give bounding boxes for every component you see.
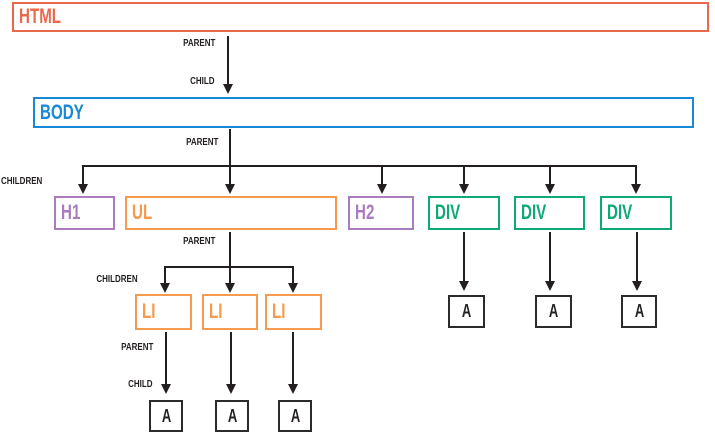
node-ul: UL [125, 196, 337, 230]
edge-label-child: CHILD [128, 379, 153, 390]
node-li-label: LI [142, 300, 156, 323]
node-a-li2: A [215, 400, 249, 432]
connector-drop-h1 [82, 165, 84, 185]
arrowhead-down-icon [78, 184, 88, 194]
node-ul-label: UL [132, 201, 153, 224]
edge-label-parent: PARENT [185, 137, 218, 148]
arrowhead-down-icon [288, 384, 298, 394]
arrowhead-down-icon [160, 283, 170, 293]
connector-drop-div1 [463, 165, 465, 185]
edge-label-parent: PARENT [120, 342, 153, 353]
connector-ul-stem-line [229, 232, 231, 284]
node-div-1: DIV [428, 196, 500, 230]
arrowhead-down-icon [459, 281, 469, 291]
connector-body-stem-line [229, 129, 231, 185]
arrowhead-down-icon [225, 184, 235, 194]
node-a-div3: A [621, 295, 657, 328]
connector-drop-li1 [164, 266, 166, 284]
node-a-li1: A [149, 400, 183, 432]
node-body: BODY [33, 97, 694, 128]
connector-drop-div3 [635, 165, 637, 185]
node-a-label: A [461, 301, 472, 321]
node-li-3: LI [265, 294, 322, 330]
node-li-label: LI [209, 300, 223, 323]
connector-li1-a-line [165, 332, 167, 385]
edge-label-children: CHILDREN [1, 176, 43, 187]
connector-drop-li3 [292, 266, 294, 284]
node-a-label: A [548, 301, 559, 321]
node-li-2: LI [202, 294, 258, 330]
arrowhead-down-icon [545, 184, 555, 194]
node-html: HTML [12, 2, 709, 32]
node-div-3: DIV [600, 196, 672, 230]
node-div-label: DIV [521, 201, 547, 224]
node-div-label: DIV [607, 201, 633, 224]
node-h1: H1 [54, 196, 115, 230]
connector-drop-div2 [549, 165, 551, 185]
arrowhead-down-icon [545, 281, 555, 291]
connector-drop-h2 [381, 165, 383, 185]
node-body-label: BODY [40, 100, 84, 124]
node-a-label: A [227, 405, 237, 426]
connector-div2-a-line [549, 232, 551, 282]
node-a-label: A [634, 301, 644, 321]
connector-ul-branch-line [164, 266, 294, 268]
node-h2-label: H2 [355, 201, 375, 224]
arrowhead-down-icon [161, 384, 171, 394]
node-div-2: DIV [514, 196, 585, 230]
edge-label-parent: PARENT [182, 38, 215, 49]
connector-li3-a-line [292, 332, 294, 385]
arrowhead-down-icon [223, 84, 233, 94]
node-li-1: LI [135, 294, 192, 330]
connector-body-branch-line [82, 165, 637, 167]
arrowhead-down-icon [225, 283, 235, 293]
arrowhead-down-icon [288, 283, 298, 293]
node-div-label: DIV [435, 201, 461, 224]
arrowhead-down-icon [226, 384, 236, 394]
node-h2: H2 [348, 196, 414, 230]
arrowhead-down-icon [631, 184, 641, 194]
node-a-li3: A [278, 400, 312, 432]
node-a-div2: A [535, 295, 572, 328]
connector-div1-a-line [463, 232, 465, 282]
node-html-label: HTML [19, 5, 62, 28]
edge-label-parent: PARENT [182, 236, 215, 247]
edge-label-child: CHILD [190, 76, 215, 87]
node-a-label: A [290, 405, 300, 426]
node-li-label: LI [272, 300, 286, 323]
arrowhead-down-icon [377, 184, 387, 194]
connector-div3-a-line [636, 232, 638, 282]
connector-li2-a-line [230, 332, 232, 385]
arrowhead-down-icon [632, 281, 642, 291]
edge-label-children: CHILDREN [96, 274, 138, 285]
connector-html-body-line [227, 36, 229, 86]
node-a-label: A [161, 405, 171, 426]
node-a-div1: A [448, 295, 485, 328]
node-h1-label: H1 [61, 201, 81, 224]
arrowhead-down-icon [459, 184, 469, 194]
